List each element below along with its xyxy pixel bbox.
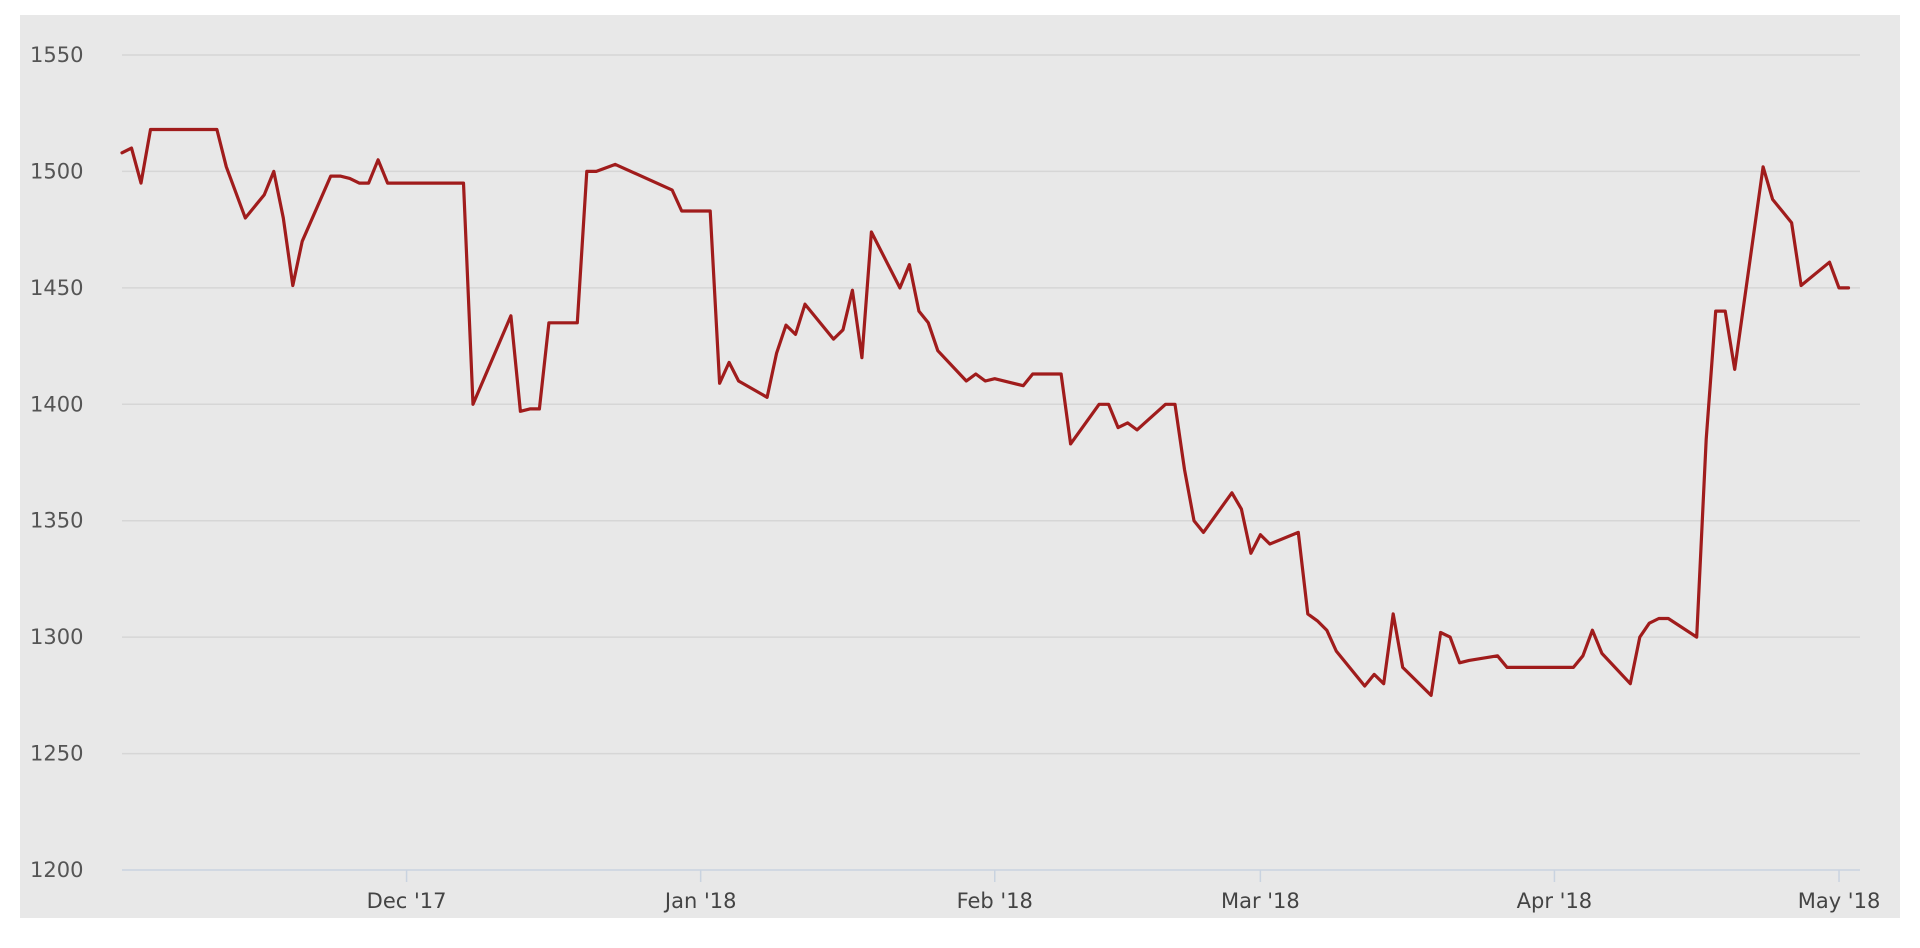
horizontal-grid bbox=[122, 54, 1860, 755]
y-tick-label: 1400 bbox=[30, 392, 83, 416]
y-tick-label: 1300 bbox=[30, 625, 83, 649]
plot-background bbox=[20, 15, 1900, 918]
y-tick-label: 1550 bbox=[30, 43, 83, 67]
x-tick-label: Mar '18 bbox=[1221, 889, 1300, 913]
series-group bbox=[120, 127, 1851, 698]
x-tick-label: Dec '17 bbox=[367, 889, 447, 913]
series-line bbox=[120, 127, 1851, 698]
x-tick-label: Feb '18 bbox=[957, 889, 1033, 913]
x-tick-label: Jan '18 bbox=[663, 889, 737, 913]
y-tick-label: 1450 bbox=[30, 276, 83, 300]
y-axis: 1200 1250 1300 1350 1400 1450 1500 1550 bbox=[30, 43, 83, 882]
x-tick-label: May '18 bbox=[1798, 889, 1881, 913]
x-axis: Dec '17 Jan '18 Feb '18 Mar '18 Apr '18 May '… bbox=[122, 869, 1881, 913]
x-tick-label: Apr '18 bbox=[1517, 889, 1593, 913]
y-tick-label: 1250 bbox=[30, 742, 83, 766]
y-tick-label: 1350 bbox=[30, 509, 83, 533]
y-tick-label: 1200 bbox=[30, 858, 83, 882]
y-tick-label: 1500 bbox=[30, 159, 83, 183]
